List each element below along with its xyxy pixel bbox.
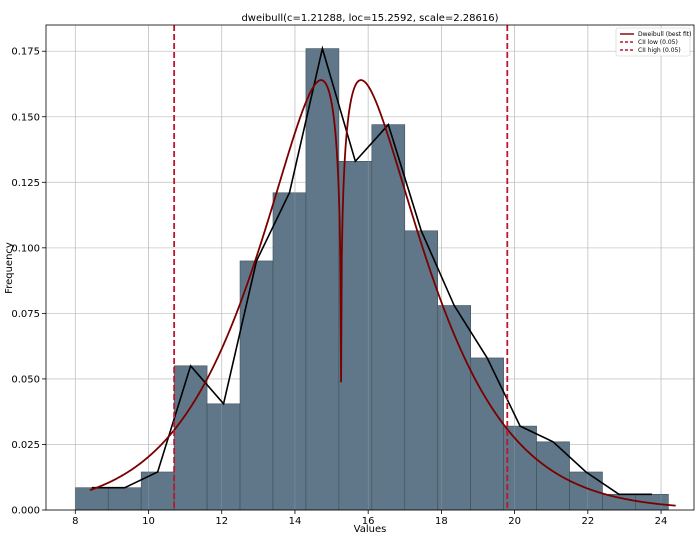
histogram-bar xyxy=(74,487,109,511)
histogram-bar xyxy=(140,471,175,511)
legend: Dweibull (best fit)CII low (0.05)CII hig… xyxy=(615,27,691,57)
y-tick-label: 0.125 xyxy=(11,178,40,189)
axes xyxy=(42,24,695,514)
x-tick-label: 8 xyxy=(72,516,78,527)
histogram-bar xyxy=(569,471,603,511)
legend-label: CII high (0.05) xyxy=(638,47,681,54)
x-tick-label: 24 xyxy=(655,516,668,527)
histogram-bars xyxy=(74,25,669,511)
plot-frame xyxy=(45,24,695,511)
x-tick-label: 16 xyxy=(362,516,375,527)
histogram-bar xyxy=(503,425,537,511)
histogram-bar xyxy=(206,403,241,511)
histogram-bar xyxy=(536,441,570,511)
y-tick-label: 0.175 xyxy=(11,47,40,58)
y-axis-label: Frequency xyxy=(4,242,15,294)
tick-labels: 8 10 12 14 16 18 20 22 24 0.000 0.025 0.050 0.075 0.1… xyxy=(11,47,667,527)
histogram-bar xyxy=(272,192,307,511)
x-axis-label: Values xyxy=(354,524,387,535)
histogram-bar xyxy=(239,260,274,511)
x-tick-label: 10 xyxy=(142,516,155,527)
histogram-bar xyxy=(107,487,142,511)
dweibull-fit-line xyxy=(89,79,676,507)
chart-title: dweibull(c=1.21288, loc=15.2592, scale=2… xyxy=(241,13,498,24)
histogram-bar xyxy=(305,48,340,511)
histogram-bar xyxy=(371,124,406,511)
y-tick-label: 0.100 xyxy=(11,243,40,254)
x-tick-label: 18 xyxy=(435,516,448,527)
histogram-bar xyxy=(404,230,439,511)
legend-label: Dweibull (best fit) xyxy=(638,31,691,38)
x-tick-label: 22 xyxy=(581,516,594,527)
y-tick-label: 0.150 xyxy=(11,112,40,123)
legend-label: CII low (0.05) xyxy=(638,39,678,46)
empirical-line xyxy=(91,45,652,496)
y-tick-label: 0.025 xyxy=(11,440,40,451)
histogram-bar xyxy=(338,161,373,511)
histogram-bar xyxy=(602,493,636,511)
x-tick-label: 20 xyxy=(508,516,521,527)
legend-box xyxy=(615,27,691,57)
series-lines xyxy=(89,25,676,510)
y-tick-label: 0.050 xyxy=(11,374,40,385)
y-tick-label: 0.000 xyxy=(11,506,40,517)
y-tick-label: 0.075 xyxy=(11,309,40,320)
x-tick-label: 12 xyxy=(215,516,228,527)
x-tick-label: 14 xyxy=(289,516,302,527)
